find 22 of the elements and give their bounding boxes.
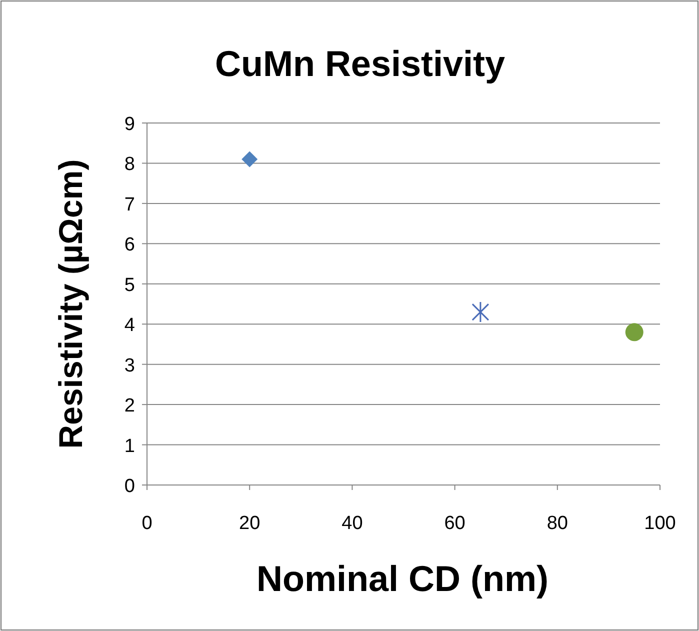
x-tick-label: 60	[444, 513, 466, 534]
y-tick-label: 5	[124, 274, 135, 296]
y-tick-label: 1	[124, 436, 135, 457]
x-tick-label: 0	[142, 513, 152, 534]
y-tick-label: 9	[124, 114, 135, 135]
y-tick-label: 7	[124, 194, 135, 216]
y-axis-title: Resistivity (µΩcm)	[52, 159, 89, 449]
x-axis-title: Nominal CD (nm)	[256, 558, 548, 599]
y-tick-label: 8	[124, 154, 135, 176]
point	[242, 151, 258, 168]
x-tick-label: 40	[342, 513, 363, 534]
chart-title: CuMn Resistivity	[214, 43, 506, 84]
y-tick-label: 6	[124, 234, 135, 256]
x-tick-label: 80	[546, 513, 568, 534]
y-tick-label: 3	[124, 355, 135, 376]
point	[625, 323, 644, 342]
x-tick-label: 20	[239, 513, 260, 534]
y-tick-label: 4	[124, 315, 136, 336]
y-tick-label: 2	[124, 396, 135, 417]
point	[472, 301, 490, 323]
y-tick-label: 0	[124, 476, 135, 497]
x-tick-label: 100	[644, 513, 676, 534]
